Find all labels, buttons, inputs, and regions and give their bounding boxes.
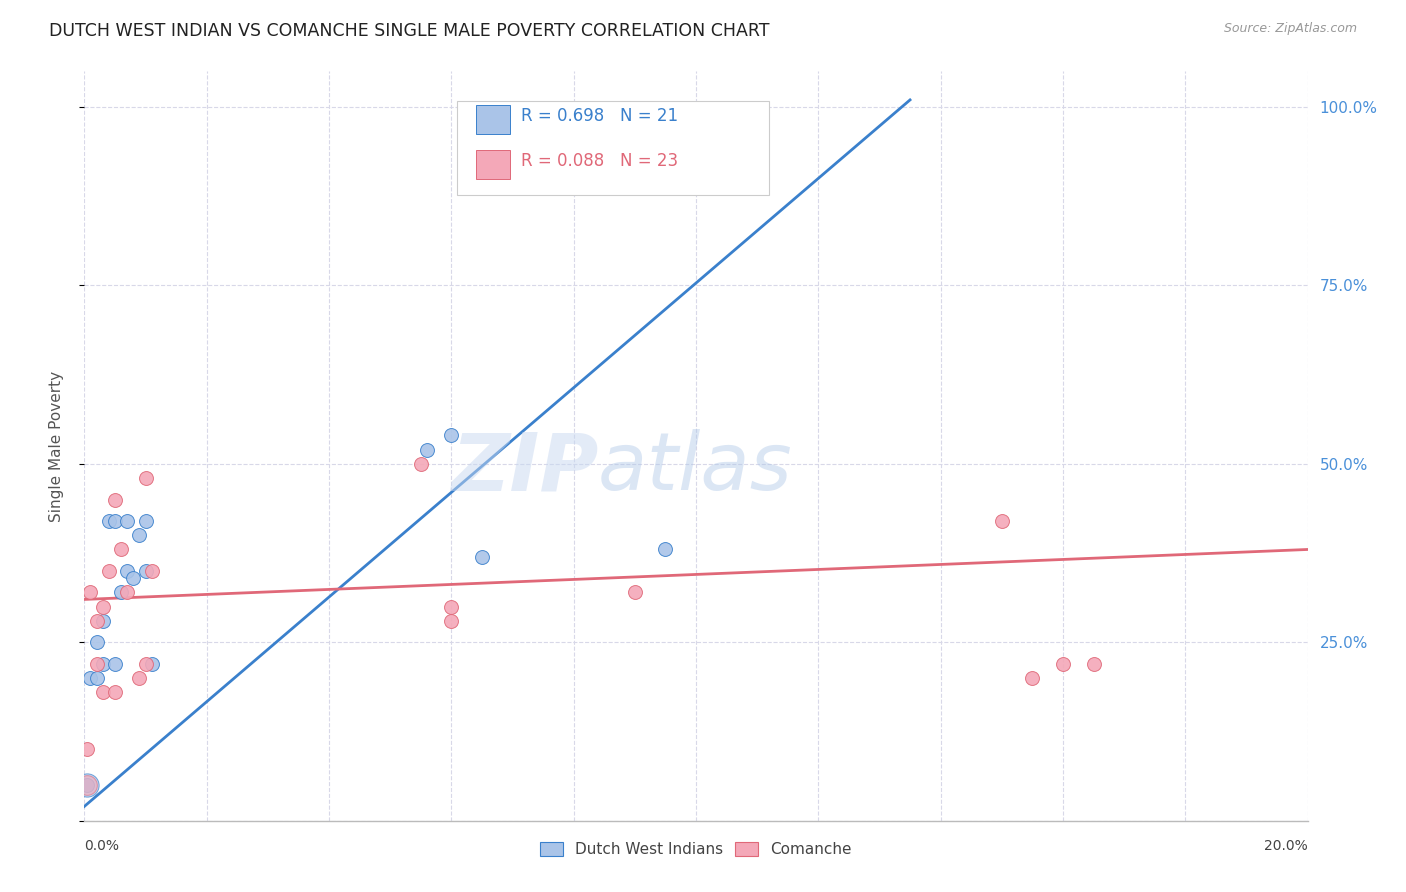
Point	[76, 778, 98, 792]
Point	[1021, 671, 1043, 685]
Point	[128, 671, 150, 685]
Text: R = 0.088   N = 23: R = 0.088 N = 23	[522, 153, 678, 170]
FancyBboxPatch shape	[475, 105, 510, 134]
Point	[104, 492, 127, 507]
Text: Source: ZipAtlas.com: Source: ZipAtlas.com	[1223, 22, 1357, 36]
Point	[416, 442, 439, 457]
Point	[91, 685, 114, 699]
Point	[135, 657, 157, 671]
Point	[97, 514, 120, 528]
Point	[409, 457, 432, 471]
Point	[86, 614, 108, 628]
Point	[115, 514, 138, 528]
Point	[624, 585, 647, 599]
Text: 20.0%: 20.0%	[1264, 839, 1308, 854]
Point	[1083, 657, 1105, 671]
Point	[135, 514, 157, 528]
Point	[1052, 657, 1074, 671]
Point	[141, 657, 163, 671]
Point	[141, 564, 163, 578]
Text: ZIP: ZIP	[451, 429, 598, 508]
Point	[104, 685, 127, 699]
Point	[76, 778, 98, 792]
Point	[104, 657, 127, 671]
Point	[79, 585, 101, 599]
Point	[91, 599, 114, 614]
Text: DUTCH WEST INDIAN VS COMANCHE SINGLE MALE POVERTY CORRELATION CHART: DUTCH WEST INDIAN VS COMANCHE SINGLE MAL…	[49, 22, 769, 40]
Text: 0.0%: 0.0%	[84, 839, 120, 854]
FancyBboxPatch shape	[457, 102, 769, 195]
Point	[135, 564, 157, 578]
Point	[115, 564, 138, 578]
Point	[91, 614, 114, 628]
FancyBboxPatch shape	[475, 150, 510, 178]
Point	[110, 585, 132, 599]
Point	[471, 549, 494, 564]
Point	[654, 542, 676, 557]
Point	[79, 671, 101, 685]
Point	[122, 571, 145, 585]
Legend: Dutch West Indians, Comanche: Dutch West Indians, Comanche	[536, 837, 856, 862]
Text: R = 0.698   N = 21: R = 0.698 N = 21	[522, 107, 678, 125]
Point	[104, 514, 127, 528]
Point	[97, 564, 120, 578]
Y-axis label: Single Male Poverty: Single Male Poverty	[49, 370, 63, 522]
Point	[86, 657, 108, 671]
Text: atlas: atlas	[598, 429, 793, 508]
Point	[991, 514, 1014, 528]
Point	[115, 585, 138, 599]
Point	[440, 428, 463, 442]
Point	[440, 599, 463, 614]
Point	[135, 471, 157, 485]
Point	[76, 778, 98, 792]
Point	[86, 635, 108, 649]
Point	[440, 614, 463, 628]
Point	[76, 742, 98, 756]
Point	[128, 528, 150, 542]
Point	[110, 542, 132, 557]
Point	[86, 671, 108, 685]
Point	[91, 657, 114, 671]
